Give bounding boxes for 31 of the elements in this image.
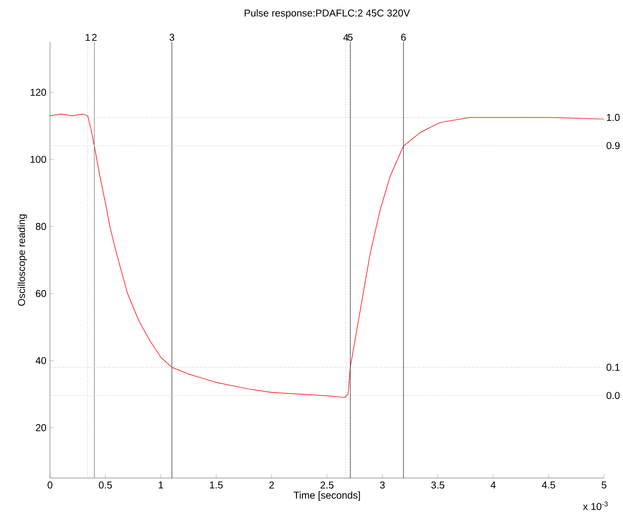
y-tick-label: 40 [36, 357, 46, 364]
y-tick-label: 120 [30, 88, 46, 96]
x-tick-label: 1.5 [210, 482, 223, 488]
x-tick-label: 5 [602, 482, 606, 488]
x-tick-label: 3 [380, 482, 385, 489]
x-axis-title: Time [seconds] [294, 491, 360, 501]
annotation: 6 [401, 34, 406, 41]
annotation: 5 [348, 34, 353, 41]
annotation: 0.9 [606, 142, 620, 150]
annotation: 3 [169, 34, 174, 41]
text: x 10$^{-3}$ [583, 501, 608, 510]
y-tick-label: 60 [36, 290, 46, 298]
annotation: 1 [86, 34, 90, 41]
x-tick-label: 0 [48, 482, 52, 489]
y-tick-label: 80 [36, 222, 46, 230]
y-axis-title: Oscilloscope reading [18, 214, 27, 306]
annotation: 4 [343, 34, 348, 41]
x-tick-label: 0.5 [98, 482, 112, 489]
x-tick-label: 2 [269, 482, 274, 488]
chart-title: Pulse response:PDAFLC:2 45C 320V [244, 9, 410, 19]
x-tick-label: 4 [490, 482, 496, 488]
x-tick-label: 3.5 [431, 482, 444, 489]
x-tick-label: 2.5 [320, 482, 334, 489]
y-tick-label: 20 [36, 424, 46, 432]
annotation: 0.0 [606, 392, 620, 400]
y-tick-label: 100 [30, 156, 46, 163]
x-tick-label: 4.5 [542, 482, 556, 488]
annotation: 0.1 [606, 364, 620, 371]
x-tick-label: 1 [158, 482, 164, 488]
annotation: 1.0 [606, 114, 620, 121]
annotation: 2 [92, 34, 97, 41]
